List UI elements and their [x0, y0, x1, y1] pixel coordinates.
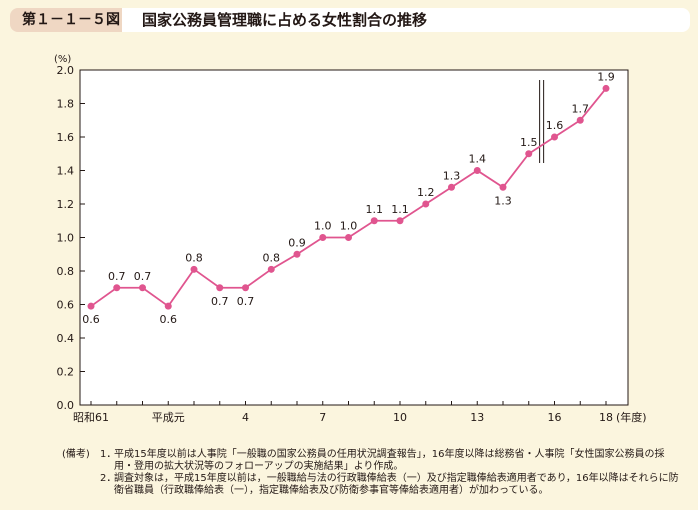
data-point	[164, 302, 172, 310]
x-tick-label: 10	[393, 411, 407, 424]
notes-section: (備考) 1． 平成15年度以前は人事院「一般職の国家公務員の任用状況調査報告」…	[62, 449, 682, 497]
x-tick-label: 7	[319, 411, 326, 424]
plot-area	[79, 69, 629, 406]
x-axis-unit-label: (年度)	[616, 410, 647, 424]
data-point	[113, 284, 121, 292]
data-point	[345, 234, 352, 241]
data-label: 0.7	[108, 270, 126, 283]
note-number-2: 2．	[100, 473, 117, 484]
data-label: 0.7	[237, 295, 255, 308]
chart-container: 0.0 0.2 0.4 0.6 0.8 1.0 1.2 1.4 1.6 1.8 2.0 (%) 昭和61…	[0, 40, 698, 432]
data-label: 1.0	[340, 220, 358, 233]
data-point	[370, 217, 378, 225]
data-point	[267, 265, 275, 273]
axes-layer: 0.0 0.2 0.4 0.6 0.8 1.0 1.2 1.4 1.6 1.8 2.0(%) 昭和61…	[54, 54, 647, 424]
y-axis-unit-label: (%)	[54, 54, 71, 65]
data-label: 1.4	[469, 153, 487, 166]
data-point	[190, 265, 198, 273]
data-point	[293, 250, 301, 258]
data-point	[87, 302, 95, 310]
data-point	[525, 150, 533, 158]
y-tick-label: 0.6	[57, 299, 75, 312]
series-layer	[87, 80, 610, 310]
y-tick-label: 2.0	[57, 64, 75, 77]
data-label: 1.2	[417, 186, 435, 199]
data-point	[422, 200, 430, 208]
data-point	[139, 284, 146, 292]
y-tick-label: 0.8	[57, 265, 75, 278]
data-point	[602, 84, 610, 92]
x-tick-label: 18	[599, 411, 613, 424]
x-tick-label: 昭和61	[73, 411, 109, 424]
data-label: 0.9	[288, 236, 306, 249]
y-tick-label: 1.6	[57, 131, 75, 144]
note-row-2: 2． 調査対象は，平成15年度以前は，一般職給与法の行政職俸給表（一）及び指定職…	[62, 473, 682, 497]
data-label: 0.8	[185, 251, 203, 264]
data-label: 0.6	[160, 313, 178, 326]
figure-header: 第１－１－５図 国家公務員管理職に占める女性割合の推移	[0, 0, 698, 40]
data-label: 1.7	[572, 102, 590, 115]
x-tick-label: 13	[470, 411, 484, 424]
note-row-1: (備考) 1． 平成15年度以前は人事院「一般職の国家公務員の任用状況調査報告」…	[62, 449, 682, 473]
labels-layer: 0.6 0.7 0.7 0.6 0.8 0.7 0.7 0.8 0.9 1.0 1.0 1.1 1.1 1…	[82, 70, 615, 326]
data-label: 1.3	[494, 194, 512, 207]
line-chart: 0.0 0.2 0.4 0.6 0.8 1.0 1.2 1.4 1.6 1.8 2.0(%) 昭和61…	[54, 54, 647, 424]
y-tick-label: 1.2	[57, 198, 75, 211]
data-point	[396, 217, 404, 225]
note-number-1: 1．	[100, 449, 117, 460]
data-label: 0.6	[82, 313, 100, 326]
data-point	[216, 284, 224, 292]
data-label: 1.5	[520, 136, 538, 149]
data-point	[499, 183, 507, 191]
data-label: 1.1	[391, 203, 409, 216]
x-tick-label: 4	[242, 411, 249, 424]
data-point	[448, 183, 455, 191]
y-tick-label: 1.0	[57, 232, 75, 245]
note-text-2: 調査対象は，平成15年度以前は，一般職給与法の行政職俸給表（一）及び指定職俸給表…	[114, 473, 679, 496]
data-label: 1.3	[443, 169, 461, 182]
data-point	[242, 284, 249, 292]
y-tick-label: 1.4	[57, 165, 75, 178]
x-tick-label: 平成元	[152, 411, 185, 424]
data-point	[319, 234, 327, 241]
y-tick-label: 0.0	[57, 399, 75, 412]
data-label: 0.7	[211, 295, 229, 308]
data-label: 1.9	[597, 70, 615, 83]
data-point	[576, 116, 584, 124]
y-tick-label: 0.2	[57, 366, 75, 379]
figure-title: 国家公務員管理職に占める女性割合の推移	[122, 8, 690, 32]
x-tick-label: 16	[548, 411, 562, 424]
data-label: 0.8	[263, 251, 281, 264]
y-tick-label: 0.4	[57, 332, 75, 345]
figure-number-label: 第１－１－５図	[10, 8, 132, 32]
data-label: 0.7	[134, 270, 152, 283]
y-tick-label: 1.8	[57, 98, 75, 111]
data-label: 1.0	[314, 220, 332, 233]
notes-prefix: (備考)	[62, 449, 90, 460]
note-text-1: 平成15年度以前は人事院「一般職の国家公務員の任用状況調査報告」，16年度以降は…	[114, 449, 665, 472]
data-label: 1.1	[366, 203, 384, 216]
data-point	[551, 133, 558, 141]
data-point	[473, 167, 481, 174]
data-label: 1.6	[546, 119, 564, 132]
